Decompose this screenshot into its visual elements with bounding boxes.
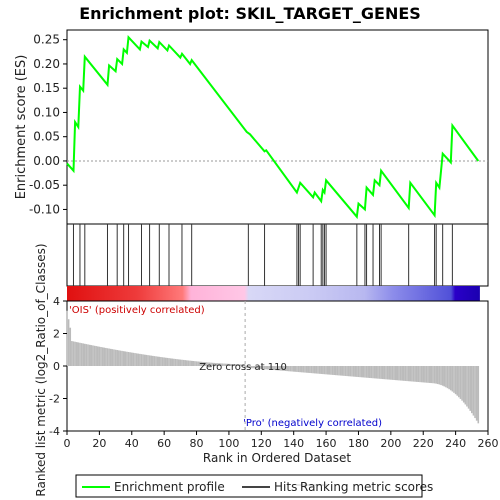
es-y-tick-label: 0.00 [33, 154, 60, 168]
es-y-tick-label: -0.05 [29, 178, 60, 192]
rank-metric-panel: Zero cross at 110 'OIS' (positively corr… [34, 243, 499, 496]
rank-x-tick-label: 120 [251, 437, 272, 450]
legend-enrichment-label: Enrichment profile [114, 480, 225, 494]
rank-y-axis: 4 2 0 -2 -4 [49, 295, 67, 438]
legend-metric-label: Ranking metric scores [300, 480, 433, 494]
rank-y-tick-label: 2 [53, 328, 60, 341]
es-y-label: Enrichment score (ES) [14, 55, 29, 200]
positive-class-label: 'OIS' (positively correlated) [69, 305, 205, 316]
rank-x-tick-label: 100 [218, 437, 239, 450]
es-panel: 0.25 0.20 0.15 0.10 0.05 0.00 -0.05 -0.10 Enric… [14, 29, 489, 225]
es-y-tick-label: -0.10 [29, 202, 60, 216]
rank-x-tick-label: 240 [445, 437, 466, 450]
ranking-color-strip [67, 286, 480, 301]
rank-x-tick-label: 140 [283, 437, 304, 450]
rank-y-tick-label: -2 [49, 393, 60, 406]
rank-x-tick-label: 260 [478, 437, 499, 450]
es-y-tick-label: 0.20 [33, 57, 60, 71]
legend: Enrichment profile Hits Ranking metric s… [75, 474, 433, 498]
es-plot-area [66, 29, 489, 225]
rank-y-tick-label: 4 [53, 295, 60, 308]
rank-x-tick-label: 20 [92, 437, 106, 450]
rank-y-tick-label: -4 [49, 425, 60, 438]
rank-x-tick-label: 220 [413, 437, 434, 450]
hits-panel [66, 223, 489, 287]
rank-x-tick-label: 60 [157, 437, 171, 450]
hits-plot-area [66, 223, 489, 287]
rank-x-tick-label: 80 [190, 437, 204, 450]
es-y-tick-label: 0.25 [33, 33, 60, 47]
es-y-axis: 0.25 0.20 0.15 0.10 0.05 0.00 -0.05 -0.10 [29, 33, 67, 216]
rank-x-axis: 0 20 40 60 80 100 120 140 160 180 200 220 240 260 [64, 431, 499, 450]
hit-markers [72, 224, 453, 286]
rank-x-tick-label: 0 [64, 437, 71, 450]
es-y-tick-label: 0.10 [33, 105, 60, 119]
rank-x-tick-label: 200 [380, 437, 401, 450]
rank-y-label: Ranked list metric (log2_Ratio_of_Classe… [34, 243, 48, 496]
negative-class-label: 'Pro' (negatively correlated) [243, 418, 382, 429]
ranking-gradient [67, 286, 480, 301]
rank-x-tick-label: 180 [348, 437, 369, 450]
ranking-metric-bars [66, 310, 480, 424]
enrichment-profile-line [66, 35, 480, 220]
zero-cross-label: Zero cross at 110 [199, 362, 287, 373]
rank-x-tick-label: 160 [316, 437, 337, 450]
es-y-tick-label: 0.05 [33, 130, 60, 144]
rank-y-tick-label: 0 [53, 360, 60, 373]
rank-x-label: Rank in Ordered Dataset [203, 451, 351, 465]
es-y-tick-label: 0.15 [33, 81, 60, 95]
rank-x-tick-label: 40 [125, 437, 139, 450]
chart-title: Enrichment plot: SKIL_TARGET_GENES [79, 4, 421, 23]
legend-hits-label: Hits [274, 480, 297, 494]
